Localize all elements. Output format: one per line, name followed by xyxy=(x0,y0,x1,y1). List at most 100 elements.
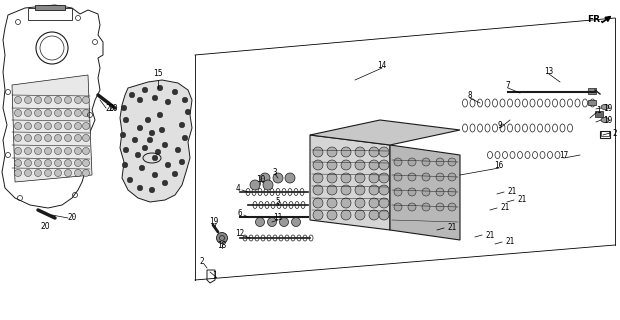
Circle shape xyxy=(14,159,22,166)
Circle shape xyxy=(250,180,260,190)
Circle shape xyxy=(291,218,301,227)
Text: FR.: FR. xyxy=(587,15,603,24)
Circle shape xyxy=(123,117,129,123)
Circle shape xyxy=(422,173,430,181)
Text: 20: 20 xyxy=(40,222,50,231)
Circle shape xyxy=(285,173,295,183)
Circle shape xyxy=(369,147,379,157)
Circle shape xyxy=(369,210,379,220)
Circle shape xyxy=(82,134,89,141)
Polygon shape xyxy=(310,120,460,145)
Circle shape xyxy=(35,170,42,177)
Circle shape xyxy=(313,147,323,157)
Text: 6: 6 xyxy=(237,209,242,218)
Text: 19: 19 xyxy=(603,116,613,124)
Circle shape xyxy=(155,149,161,155)
Circle shape xyxy=(45,134,51,141)
Circle shape xyxy=(394,188,402,196)
Circle shape xyxy=(341,160,351,170)
Circle shape xyxy=(55,159,61,166)
Circle shape xyxy=(179,122,185,128)
Text: 21: 21 xyxy=(517,196,526,204)
Circle shape xyxy=(327,173,337,183)
Text: 5: 5 xyxy=(276,196,280,205)
Circle shape xyxy=(341,198,351,208)
Text: 21: 21 xyxy=(505,237,515,246)
Circle shape xyxy=(120,132,126,138)
Circle shape xyxy=(35,148,42,155)
Text: 20: 20 xyxy=(108,103,118,113)
Ellipse shape xyxy=(601,105,609,109)
Circle shape xyxy=(341,185,351,195)
Circle shape xyxy=(179,159,185,165)
Circle shape xyxy=(369,185,379,195)
Circle shape xyxy=(45,148,51,155)
Circle shape xyxy=(159,127,165,133)
Circle shape xyxy=(82,170,89,177)
Polygon shape xyxy=(390,145,460,240)
Circle shape xyxy=(45,97,51,103)
Circle shape xyxy=(327,198,337,208)
Text: 3: 3 xyxy=(273,167,277,177)
Circle shape xyxy=(327,185,337,195)
Circle shape xyxy=(341,173,351,183)
Text: 19: 19 xyxy=(210,218,219,227)
Text: 21: 21 xyxy=(507,188,516,196)
Circle shape xyxy=(436,173,444,181)
Circle shape xyxy=(157,112,163,118)
Circle shape xyxy=(355,173,365,183)
Text: 19: 19 xyxy=(603,103,613,113)
Circle shape xyxy=(45,170,51,177)
Circle shape xyxy=(35,109,42,116)
Circle shape xyxy=(448,203,456,211)
Circle shape xyxy=(25,123,32,130)
Circle shape xyxy=(14,123,22,130)
Circle shape xyxy=(35,134,42,141)
Text: 21: 21 xyxy=(500,204,510,212)
Circle shape xyxy=(142,87,148,93)
Circle shape xyxy=(137,97,143,103)
Circle shape xyxy=(436,158,444,166)
Circle shape xyxy=(64,123,71,130)
Circle shape xyxy=(137,185,143,191)
Text: 15: 15 xyxy=(153,69,163,78)
Bar xyxy=(588,88,596,94)
Circle shape xyxy=(14,170,22,177)
Circle shape xyxy=(408,173,416,181)
Circle shape xyxy=(74,97,81,103)
Text: 2: 2 xyxy=(613,129,618,138)
Circle shape xyxy=(436,203,444,211)
Circle shape xyxy=(313,160,323,170)
Circle shape xyxy=(64,109,71,116)
Text: 17: 17 xyxy=(559,150,569,159)
Circle shape xyxy=(185,109,191,115)
Circle shape xyxy=(162,180,168,186)
Circle shape xyxy=(448,158,456,166)
Circle shape xyxy=(260,173,270,183)
Circle shape xyxy=(152,172,158,178)
Circle shape xyxy=(64,97,71,103)
Circle shape xyxy=(147,137,153,143)
Circle shape xyxy=(273,173,283,183)
Circle shape xyxy=(216,233,228,244)
Circle shape xyxy=(369,198,379,208)
Circle shape xyxy=(45,123,51,130)
Circle shape xyxy=(379,198,389,208)
Text: 20: 20 xyxy=(68,213,77,222)
Circle shape xyxy=(129,92,135,98)
Circle shape xyxy=(379,160,389,170)
Text: 14: 14 xyxy=(378,60,387,69)
Text: 21: 21 xyxy=(448,223,456,233)
Circle shape xyxy=(55,170,61,177)
Circle shape xyxy=(355,147,365,157)
Circle shape xyxy=(369,160,379,170)
Circle shape xyxy=(280,218,288,227)
Text: 10: 10 xyxy=(257,174,265,183)
Circle shape xyxy=(255,218,265,227)
Circle shape xyxy=(313,173,323,183)
Circle shape xyxy=(355,185,365,195)
Circle shape xyxy=(35,97,42,103)
Circle shape xyxy=(172,89,178,95)
Circle shape xyxy=(313,210,323,220)
Circle shape xyxy=(369,173,379,183)
